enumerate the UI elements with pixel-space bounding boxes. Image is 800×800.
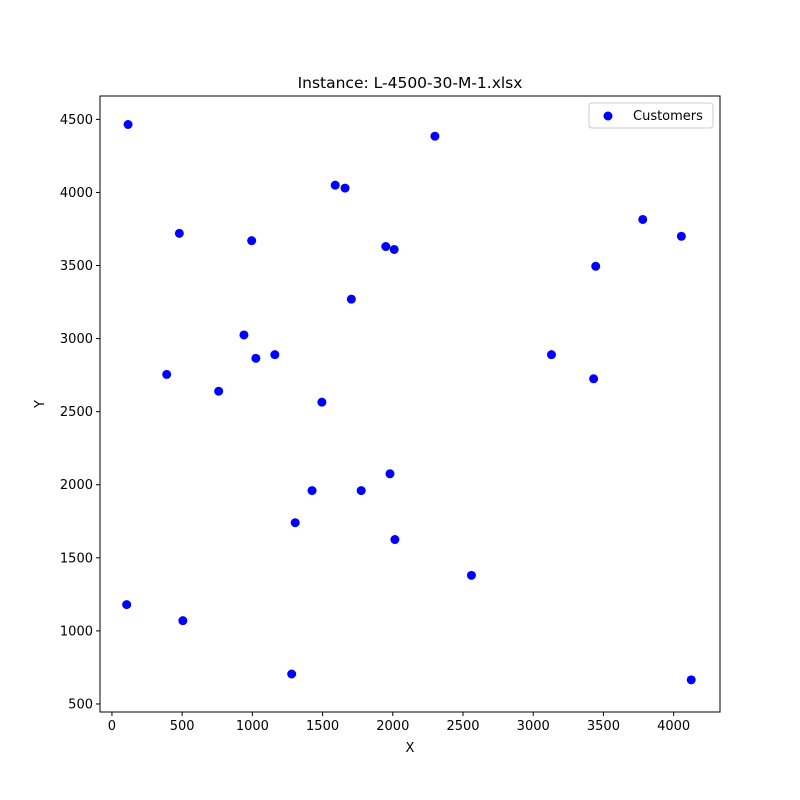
customer-point: [122, 600, 132, 610]
customer-point: [239, 330, 249, 340]
legend: Customers: [588, 102, 714, 129]
customer-point: [589, 374, 599, 384]
y-tick-label: 1000: [60, 624, 93, 639]
x-tick-label: 2500: [446, 719, 479, 734]
x-tick-label: 3000: [517, 719, 550, 734]
x-tick-label: 0: [108, 719, 116, 734]
customer-point: [307, 486, 317, 496]
customer-point: [251, 353, 261, 363]
customer-point: [162, 369, 172, 379]
legend-marker: [603, 111, 613, 121]
x-axis-ticks: 0 500 1000 1500 2000 2500 3000 3500 4000: [108, 712, 690, 734]
customer-point: [390, 535, 400, 545]
customer-point: [123, 119, 133, 129]
x-tick-label: 3500: [587, 719, 620, 734]
y-tick-label: 3500: [60, 259, 93, 274]
customer-point: [317, 397, 327, 407]
customer-point: [686, 675, 696, 685]
x-tick-label: 1000: [236, 719, 269, 734]
customer-point: [287, 669, 297, 679]
legend-box: [588, 102, 714, 129]
customer-point: [178, 616, 188, 626]
x-tick-label: 1500: [306, 719, 339, 734]
customer-point: [638, 214, 648, 224]
y-tick-label: 500: [68, 697, 93, 712]
customer-point: [340, 183, 350, 193]
customer-point: [385, 469, 395, 479]
customer-point: [270, 350, 280, 360]
customer-point: [676, 231, 686, 241]
y-tick-label: 2500: [60, 405, 93, 420]
customer-point: [381, 242, 391, 252]
data-points: [122, 119, 696, 685]
customer-point: [546, 350, 556, 360]
x-tick-label: 4000: [657, 719, 690, 734]
x-axis-title: X: [406, 741, 415, 756]
chart-title: Instance: L-4500-30-M-1.xlsx: [298, 74, 523, 92]
customer-point: [430, 131, 440, 141]
y-tick-label: 3000: [60, 332, 93, 347]
x-tick-label: 500: [170, 719, 195, 734]
customer-point: [389, 244, 399, 254]
x-tick-label: 2000: [376, 719, 409, 734]
y-axis-title: Y: [33, 400, 48, 409]
y-tick-label: 2000: [60, 478, 93, 493]
customer-point: [466, 570, 476, 580]
customer-point: [174, 228, 184, 238]
customer-point: [330, 180, 340, 190]
y-tick-label: 4500: [60, 113, 93, 128]
y-tick-label: 4000: [60, 186, 93, 201]
customer-point: [591, 261, 601, 271]
customer-point: [247, 236, 257, 246]
legend-label: Customers: [633, 109, 703, 124]
plot-frame: [99, 95, 721, 713]
customer-point: [290, 518, 300, 528]
y-tick-label: 1500: [60, 551, 93, 566]
customer-point: [356, 486, 366, 496]
customer-point: [346, 294, 356, 304]
y-axis-ticks: 500 1000 1500 2000 2500 3000 3500 4000 4500: [60, 113, 100, 712]
customer-point: [214, 386, 224, 396]
